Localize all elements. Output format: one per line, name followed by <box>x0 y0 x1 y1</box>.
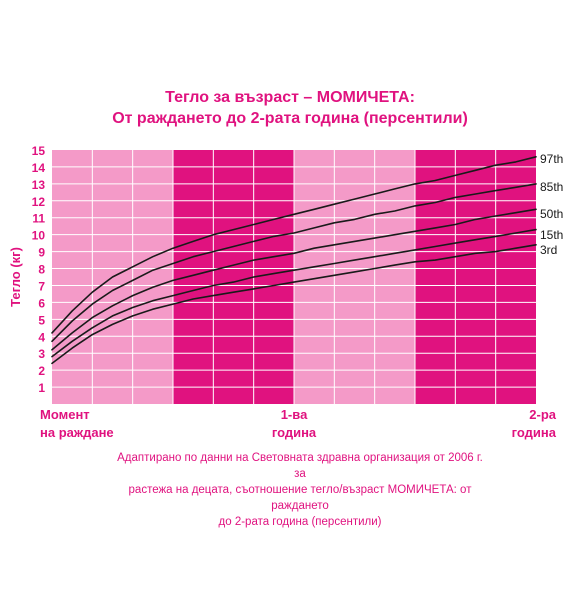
percentile-line-97th <box>51 156 537 334</box>
x-tick-label: година <box>272 425 317 440</box>
x-tick-label: Момент <box>40 407 90 422</box>
x-tick-label: 2-ра <box>529 407 557 422</box>
y-tick-label: 6 <box>38 296 45 310</box>
chart-title-line-2: От раждането до 2-рата година (персентил… <box>112 110 468 127</box>
plot-band-4 <box>415 150 536 404</box>
y-tick-label: 5 <box>38 313 45 327</box>
y-tick-label: 13 <box>32 178 46 192</box>
y-tick-label: 8 <box>38 263 45 277</box>
y-tick-label: 11 <box>32 212 45 226</box>
y-tick-label: 9 <box>38 246 45 260</box>
y-tick-label: 4 <box>38 330 45 344</box>
series-label-97th: 97th <box>540 152 563 166</box>
chart-caption: Адаптирано по данни на Световната здравн… <box>110 450 490 530</box>
caption-line-1: Адаптирано по данни на Световната здравн… <box>117 452 483 480</box>
y-tick-label: 3 <box>38 347 45 361</box>
y-tick-label: 15 <box>32 144 46 158</box>
y-axis-label: Тегло (кг) <box>8 247 23 307</box>
y-tick-label: 1 <box>38 381 45 395</box>
y-tick-label: 14 <box>32 161 46 175</box>
percentile-line-15th <box>51 228 537 358</box>
percentile-line-3rd <box>51 244 537 365</box>
series-label-3rd: 3rd <box>540 243 557 257</box>
plot-band-3 <box>294 150 415 404</box>
y-tick-label: 12 <box>32 195 46 209</box>
chart-title-line-1: Тегло за възраст – МОМИЧЕТА: <box>165 89 415 106</box>
series-label-85th: 85th <box>540 180 563 194</box>
percentile-line-85th <box>51 183 537 343</box>
caption-line-2: растежа на децата, съотношение тегло/въз… <box>128 484 472 512</box>
y-tick-label: 7 <box>38 279 45 293</box>
series-label-50th: 50th <box>540 207 563 221</box>
y-tick-label: 2 <box>38 364 45 378</box>
x-tick-label: на раждане <box>40 425 114 440</box>
y-tick-label: 10 <box>32 229 46 243</box>
percentile-line-50th <box>51 208 537 351</box>
series-label-15th: 15th <box>540 228 563 242</box>
plot-band-2 <box>173 150 294 404</box>
caption-line-3: до 2-рата година (персентили) <box>218 516 382 528</box>
x-tick-label: година <box>512 425 557 440</box>
x-tick-label: 1-ва <box>281 407 308 422</box>
